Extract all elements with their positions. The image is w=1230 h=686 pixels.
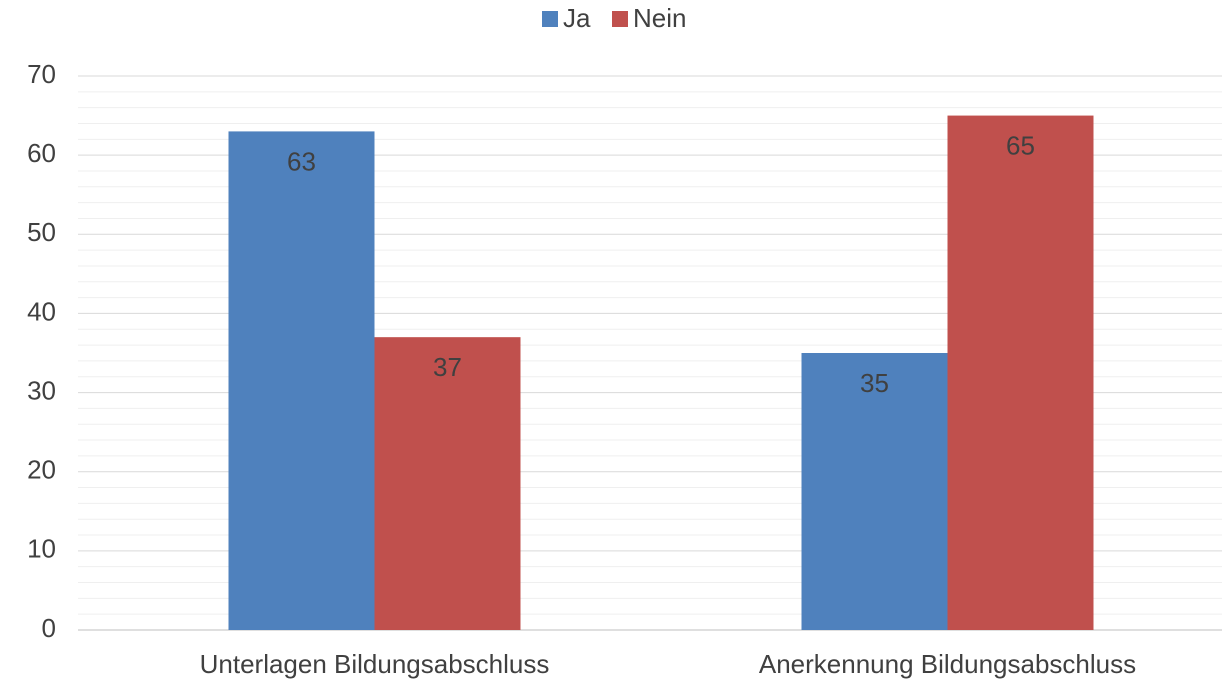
legend-label: Nein — [633, 3, 686, 33]
y-tick-label: 40 — [27, 296, 56, 326]
x-tick-label: Anerkennung Bildungsabschluss — [759, 649, 1136, 679]
data-label: 65 — [1006, 130, 1035, 160]
bar — [947, 115, 1094, 631]
data-label: 37 — [433, 352, 462, 382]
legend-label: Ja — [563, 3, 591, 33]
x-tick-label: Unterlagen Bildungsabschluss — [200, 649, 550, 679]
legend-swatch — [612, 11, 628, 27]
y-tick-label: 50 — [27, 217, 56, 247]
y-tick-label: 20 — [27, 455, 56, 485]
bar — [228, 131, 375, 630]
y-tick-label: 30 — [27, 375, 56, 405]
y-tick-label: 60 — [27, 138, 56, 168]
y-tick-label: 0 — [42, 613, 56, 643]
bar — [801, 353, 948, 630]
data-label: 63 — [287, 146, 316, 176]
y-tick-label: 10 — [27, 534, 56, 564]
bar — [374, 337, 521, 630]
y-tick-label: 70 — [27, 59, 56, 89]
legend-swatch — [542, 11, 558, 27]
data-label: 35 — [860, 368, 889, 398]
